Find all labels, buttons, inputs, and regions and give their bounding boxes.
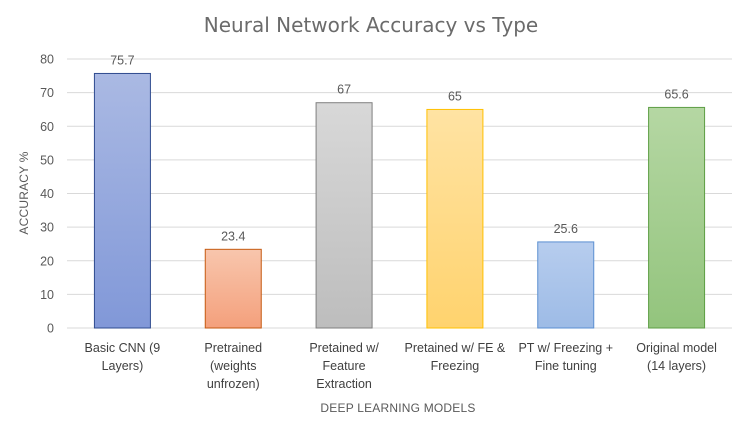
- data-label: 65.6: [664, 87, 688, 101]
- y-tick-label: 40: [40, 187, 54, 201]
- bars: [93, 72, 706, 329]
- y-tick-label: 10: [40, 288, 54, 302]
- y-tick-label: 0: [47, 322, 54, 336]
- chart-title: Neural Network Accuracy vs Type: [204, 13, 538, 37]
- y-tick-label: 60: [40, 120, 54, 134]
- x-axis-title: DEEP LEARNING MODELS: [320, 401, 475, 415]
- x-axis-categories: Basic CNN (9 Layers) Pretrained (weights unf…: [85, 341, 717, 391]
- x-tick-label: PT w/ Freezing + Fine tuning: [518, 341, 613, 373]
- data-label: 25.6: [554, 222, 578, 236]
- bar: [204, 248, 262, 329]
- data-label: 75.7: [110, 53, 134, 67]
- x-tick-label: Original model (14 layers): [636, 341, 717, 373]
- bar: [648, 106, 706, 329]
- y-axis-ticks: 0 10 20 30 40 50 60 70 80: [40, 53, 54, 336]
- data-labels: 75.7 23.4 67 65 25.6 65.6: [110, 53, 689, 243]
- bar: [426, 108, 484, 329]
- x-tick-label: Pretained w/Feature Extraction: [309, 341, 379, 391]
- data-label: 65: [448, 89, 462, 103]
- gridlines: [67, 58, 732, 329]
- y-axis-title: ACCURACY %: [17, 151, 31, 234]
- bar: [93, 72, 151, 329]
- y-tick-label: 70: [40, 86, 54, 100]
- bar: [315, 102, 373, 329]
- y-tick-label: 20: [40, 254, 54, 268]
- x-tick-label: Pretained w/ FE & Freezing: [405, 341, 506, 373]
- x-tick-label: Pretrained (weights unfrozen): [204, 341, 262, 391]
- data-label: 67: [337, 83, 351, 97]
- x-tick-label: Basic CNN (9 Layers): [85, 341, 161, 373]
- bar: [537, 241, 595, 329]
- y-tick-label: 80: [40, 53, 54, 67]
- data-label: 23.4: [221, 229, 245, 243]
- y-tick-label: 30: [40, 221, 54, 235]
- y-tick-label: 50: [40, 153, 54, 167]
